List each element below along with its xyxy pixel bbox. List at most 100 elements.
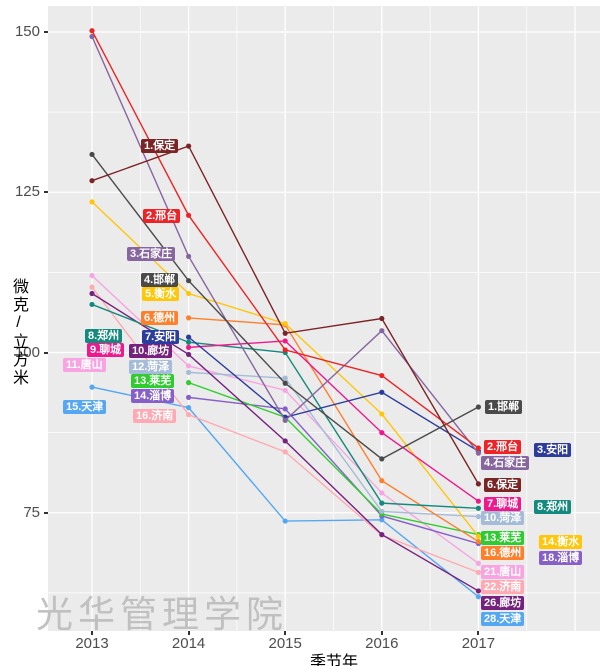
- data-point-德州: [379, 478, 385, 484]
- data-point-菏泽: [475, 513, 481, 520]
- data-point-廊坊: [186, 351, 192, 358]
- data-point-天津: [186, 405, 192, 411]
- data-point-廊坊: [475, 588, 481, 594]
- data-point-聊城: [282, 338, 288, 344]
- city-rank-label-2014: 2.邢台: [143, 209, 181, 223]
- data-point-菏泽: [282, 375, 288, 381]
- data-point-邢台: [475, 445, 481, 451]
- data-point-保定: [186, 143, 192, 149]
- data-point-衡水: [89, 199, 95, 205]
- city-rank-label-2014: 15.天津: [63, 400, 107, 414]
- x-tick-label: 2014: [171, 635, 206, 652]
- y-tick-label: 100: [14, 343, 40, 361]
- city-rank-label-2017: 21.唐山: [481, 565, 525, 579]
- city-rank-label-2017: 3.安阳: [534, 443, 572, 457]
- data-point-聊城: [475, 498, 481, 504]
- city-rank-label-2014: 11.唐山: [63, 358, 106, 372]
- data-point-郑州: [379, 500, 385, 506]
- city-rank-label-2014: 10.廊坊: [129, 344, 173, 358]
- city-rank-label-2017: 1.邯郸: [485, 400, 523, 414]
- city-rank-label-2017: 13.莱芜: [481, 531, 525, 545]
- data-point-唐山: [475, 560, 481, 566]
- data-point-邯郸: [89, 151, 95, 158]
- city-rank-label-2014: 6.德州: [141, 311, 179, 325]
- city-rank-label-2014: 12.菏泽: [129, 360, 173, 374]
- y-tick-mark: [44, 31, 48, 33]
- series-line-菏泽: [188, 371, 479, 518]
- plot-panel: 1.保定 2.邢台 3.石家庄 4.邯郸 5.衡水 6.德州 7.安阳 8.郑州 9.聊城 10.…: [48, 6, 600, 631]
- y-tick-label: 75: [23, 503, 40, 521]
- data-point-石家庄: [282, 417, 288, 424]
- data-point-邢台: [186, 212, 192, 218]
- x-tick-mark: [477, 631, 480, 635]
- data-point-衡水: [379, 411, 385, 417]
- y-tick-mark: [44, 191, 48, 194]
- city-rank-label-2017: 22.济南: [481, 580, 525, 594]
- data-point-邯郸: [186, 278, 192, 284]
- data-point-淄博: [186, 394, 192, 400]
- data-point-郑州: [186, 339, 192, 345]
- city-rank-label-2014: 4.邯郸: [141, 273, 179, 287]
- city-rank-label-2017: 7.聊城: [484, 497, 522, 511]
- data-point-唐山: [89, 272, 95, 279]
- city-rank-label-2017: 16.德州: [481, 546, 525, 560]
- city-rank-label-2017: 4.石家庄: [481, 456, 530, 470]
- data-point-衡水: [282, 321, 288, 327]
- data-point-济南: [475, 569, 481, 575]
- data-point-德州: [475, 538, 481, 545]
- y-tick-label: 125: [14, 183, 40, 201]
- data-point-菏泽: [379, 508, 385, 515]
- data-point-廊坊: [379, 531, 385, 538]
- y-tick-mark: [44, 511, 48, 514]
- city-rank-label-2017: 26.廊坊: [481, 596, 525, 610]
- data-point-聊城: [186, 344, 192, 350]
- data-point-莱芜: [186, 380, 192, 386]
- y-axis-title: 微克/立方米: [10, 278, 27, 387]
- series-line-德州: [188, 317, 479, 543]
- data-point-石家庄: [379, 328, 385, 334]
- city-rank-label-2017: 2.邢台: [484, 440, 522, 454]
- data-point-淄博: [282, 406, 288, 412]
- city-rank-label-2014: 7.安阳: [142, 330, 180, 344]
- x-tick-label: 2016: [365, 635, 399, 652]
- series-line-淄博: [188, 396, 479, 545]
- data-point-郑州: [89, 301, 95, 308]
- data-point-衡水: [475, 533, 481, 540]
- city-rank-label-2014: 9.聊城: [87, 343, 125, 357]
- x-tick-mark: [380, 631, 383, 635]
- data-point-安阳: [379, 389, 385, 395]
- data-point-邢台: [282, 347, 288, 353]
- data-point-保定: [282, 330, 288, 336]
- data-point-天津: [379, 517, 385, 523]
- data-point-聊城: [379, 430, 385, 436]
- x-tick-mark: [284, 631, 287, 635]
- city-rank-label-2014: 5.衡水: [142, 287, 180, 301]
- y-tick-mark: [44, 351, 48, 354]
- data-point-邯郸: [475, 404, 481, 410]
- data-point-济南: [186, 412, 192, 418]
- city-rank-label-2014: 14.淄博: [131, 389, 175, 403]
- city-rank-label-2017: 6.保定: [484, 478, 522, 492]
- city-rank-label-2017: 14.衡水: [539, 535, 583, 549]
- x-tick-mark: [91, 631, 93, 635]
- y-tick-label: 150: [14, 23, 40, 40]
- watermark-text: 光华管理学院: [36, 593, 288, 636]
- data-point-廊坊: [89, 290, 95, 297]
- data-point-唐山: [282, 387, 288, 393]
- data-point-郑州: [475, 505, 481, 511]
- data-point-安阳: [186, 334, 192, 340]
- data-point-济南: [282, 449, 288, 455]
- data-point-唐山: [379, 490, 385, 496]
- series-line-莱芜: [188, 381, 479, 536]
- data-point-邢台: [379, 372, 385, 379]
- data-point-廊坊: [282, 438, 288, 444]
- city-rank-label-2017: 18.淄博: [539, 551, 583, 565]
- city-rank-label-2017: 8.郑州: [534, 500, 572, 514]
- data-point-衡水: [186, 290, 192, 297]
- x-tick-label: 2013: [75, 635, 109, 652]
- data-point-保定: [475, 481, 481, 487]
- data-point-德州: [186, 315, 192, 321]
- x-axis-title: 季节年: [309, 654, 358, 666]
- data-point-天津: [89, 384, 95, 390]
